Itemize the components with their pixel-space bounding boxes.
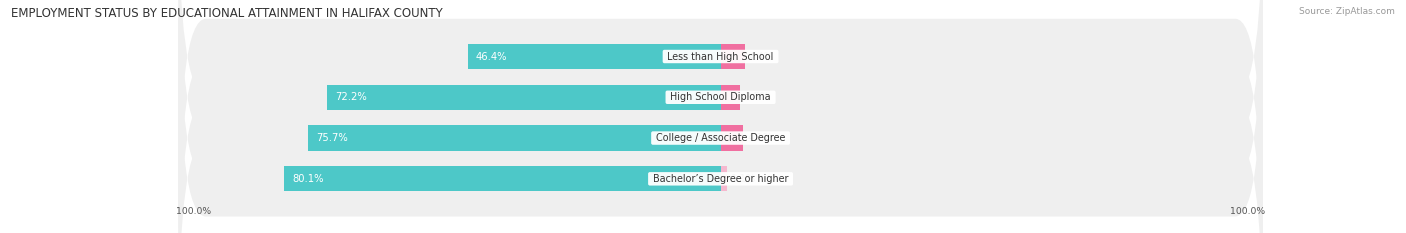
Bar — [468, 44, 721, 69]
Bar — [721, 125, 742, 151]
Text: 4.1%: 4.1% — [747, 133, 772, 143]
Text: Bachelor’s Degree or higher: Bachelor’s Degree or higher — [650, 174, 792, 184]
Bar — [308, 125, 721, 151]
FancyBboxPatch shape — [179, 0, 1263, 223]
FancyBboxPatch shape — [179, 0, 1263, 233]
Bar — [721, 85, 740, 110]
Text: 3.5%: 3.5% — [744, 92, 769, 102]
Bar — [328, 85, 721, 110]
Text: 46.4%: 46.4% — [477, 51, 508, 62]
Text: College / Associate Degree: College / Associate Degree — [652, 133, 789, 143]
Text: 100.0%: 100.0% — [176, 207, 211, 216]
Text: Source: ZipAtlas.com: Source: ZipAtlas.com — [1299, 7, 1395, 16]
Text: 75.7%: 75.7% — [316, 133, 349, 143]
Text: 4.4%: 4.4% — [749, 51, 775, 62]
Text: Less than High School: Less than High School — [665, 51, 776, 62]
FancyBboxPatch shape — [179, 13, 1263, 233]
Text: High School Diploma: High School Diploma — [668, 92, 773, 102]
Text: EMPLOYMENT STATUS BY EDUCATIONAL ATTAINMENT IN HALIFAX COUNTY: EMPLOYMENT STATUS BY EDUCATIONAL ATTAINM… — [11, 7, 443, 20]
Text: 80.1%: 80.1% — [292, 174, 323, 184]
Text: 72.2%: 72.2% — [336, 92, 367, 102]
FancyBboxPatch shape — [179, 0, 1263, 233]
Bar — [721, 44, 745, 69]
Text: 100.0%: 100.0% — [1230, 207, 1265, 216]
Bar — [284, 166, 721, 192]
Text: 1.1%: 1.1% — [731, 174, 756, 184]
Bar — [721, 166, 727, 192]
